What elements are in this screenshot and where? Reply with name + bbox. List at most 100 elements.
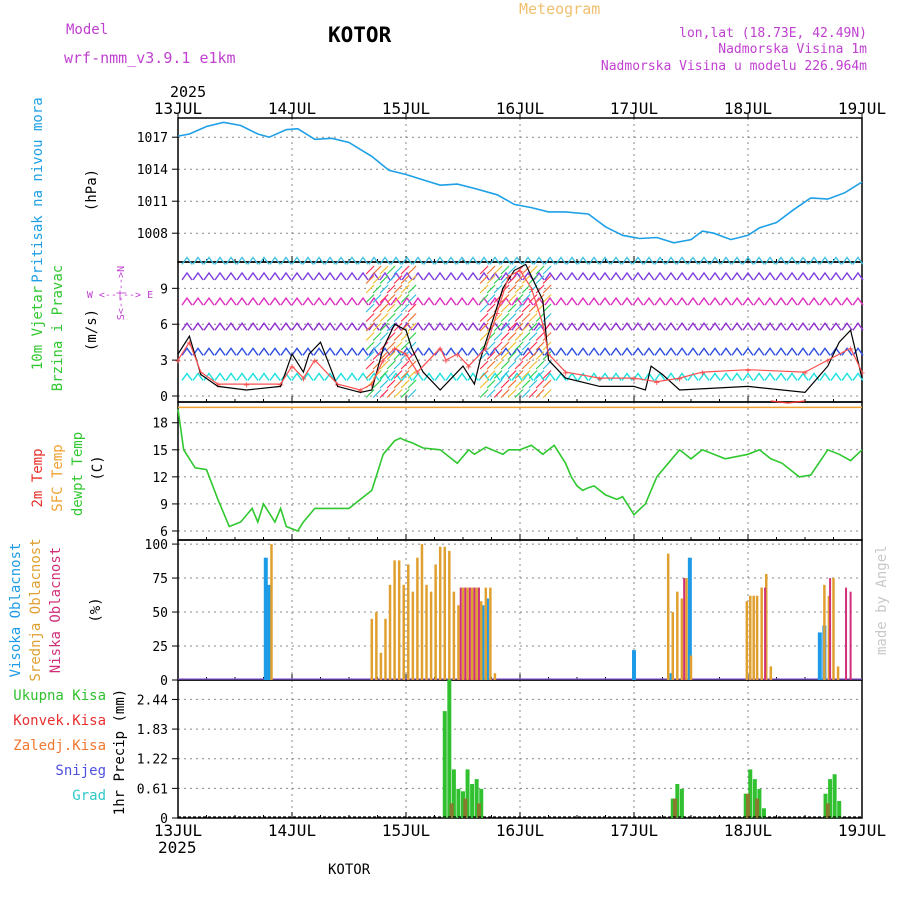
wind-barb — [786, 372, 798, 381]
wind-barb — [192, 296, 204, 306]
precip-bar-total — [675, 783, 680, 818]
gust-marker: + — [175, 356, 181, 367]
cloud-bar-low — [468, 587, 471, 680]
wind-barb — [456, 256, 468, 265]
gust-marker: + — [443, 356, 449, 367]
wind-barb — [753, 372, 765, 381]
wind-arrow — [500, 341, 510, 351]
wind-barb — [764, 271, 776, 281]
wind-barb — [731, 322, 743, 331]
precip-bar-total — [442, 711, 447, 818]
wind-barb — [588, 322, 600, 331]
wind-barb — [544, 347, 556, 356]
gust-marker: + — [517, 266, 523, 277]
wind-barb — [192, 372, 204, 381]
wind-arrow — [507, 303, 517, 313]
wind-barb — [852, 347, 864, 356]
wind-barb — [313, 296, 325, 306]
wind-barb — [808, 372, 820, 381]
gust-marker: + — [825, 356, 831, 367]
wind-barb — [313, 372, 325, 381]
wind-barb — [566, 347, 578, 356]
wind-arrow — [372, 332, 382, 341]
wind-barb — [522, 372, 534, 381]
wind-barb — [786, 322, 798, 331]
wind-arrow — [393, 322, 403, 332]
wind-barb — [555, 256, 567, 265]
ytick-label: 2.44 — [137, 693, 168, 708]
precip-bar-total — [465, 769, 470, 818]
wind-barb — [533, 322, 545, 331]
wind-barb — [621, 322, 633, 331]
cloud-bar-mid — [420, 544, 424, 680]
wind-barb — [808, 347, 820, 356]
cloud-bar-mid — [836, 666, 840, 680]
wind-barb — [621, 347, 633, 356]
wind-barb — [654, 271, 666, 281]
wind-barb — [764, 256, 776, 265]
gust-marker: + — [215, 380, 221, 391]
dewpt-line — [177, 409, 863, 532]
gust-marker: + — [414, 368, 420, 379]
wind-arrow — [493, 341, 503, 351]
wind-barb — [698, 296, 710, 306]
gust-marker: + — [357, 386, 363, 397]
wind-barbs: ++++ + ++++++++++++++++++++++++ + + ++ + ++++ — [175, 256, 865, 398]
wind-arrow — [542, 351, 552, 360]
cloud-bar-mid — [393, 560, 396, 680]
ytick-label: 25 — [152, 640, 168, 655]
gust-marker: + — [437, 344, 443, 355]
wind-arrow — [493, 360, 503, 370]
cloud-ylabel-sub: Srednja Oblacnost — [28, 538, 44, 681]
wind-arrow — [365, 322, 375, 332]
wind-barb — [236, 296, 248, 306]
cloud-bar-mid — [689, 655, 693, 680]
wind-arrow — [400, 284, 410, 294]
ytick-label: 15 — [152, 444, 168, 459]
wind-arrow — [528, 265, 538, 275]
wind-barb — [544, 296, 556, 306]
wind-arrow — [521, 332, 531, 341]
wind-arrow — [528, 303, 538, 313]
wind-arrow — [365, 313, 375, 322]
wind-barb — [555, 322, 567, 331]
precip-bar-frozen — [755, 798, 760, 818]
cloud-bar-mid — [375, 612, 378, 680]
wind-barb — [258, 271, 270, 281]
wind-barb — [610, 322, 622, 331]
precip-bar-total — [743, 793, 748, 818]
wind-arrow — [493, 370, 503, 379]
wind-barb — [533, 372, 545, 381]
wind-arrow — [365, 275, 375, 284]
panel-temperature: 6 9 12 15 18 — [152, 401, 863, 541]
wind-arrow — [542, 379, 552, 389]
wind-arrow — [386, 294, 396, 303]
wind-barb — [555, 296, 567, 306]
wind-arrow — [479, 389, 489, 398]
cloud-bar-mid — [479, 601, 483, 680]
wind-barb — [478, 256, 490, 265]
wind-arrow — [535, 341, 545, 351]
wind-barb — [269, 322, 281, 331]
wind-barb — [599, 322, 611, 331]
wind-arrow — [400, 303, 410, 313]
wind-barb — [654, 256, 666, 265]
precip-bar-total — [752, 779, 757, 818]
precip-ylabel_sub2: Zaledj.Kisa — [13, 738, 106, 754]
wind-arrow — [528, 341, 538, 351]
wind-barb — [720, 322, 732, 331]
wind-barb — [588, 256, 600, 265]
footer-station: KOTOR — [328, 862, 371, 878]
wind-arrow — [407, 360, 417, 370]
wind-arrow — [379, 332, 389, 341]
wind-barb — [720, 271, 732, 281]
wind-barb — [335, 256, 347, 265]
wind-barb — [654, 296, 666, 306]
wind-arrow — [535, 351, 545, 360]
ytick-label: 100 — [145, 538, 168, 553]
wind-barb — [775, 372, 787, 381]
gust-marker: + — [563, 368, 569, 379]
wind-arrow — [486, 389, 496, 398]
gust-marker: + — [483, 344, 489, 355]
wind-barb — [390, 256, 402, 265]
